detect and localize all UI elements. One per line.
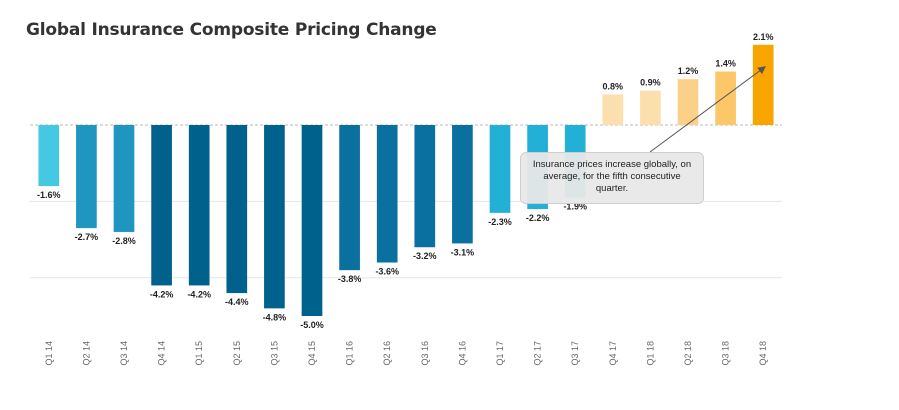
bar-value-label: -5.0% — [300, 320, 324, 330]
x-tick-label: Q1 18 — [645, 341, 655, 366]
bar-q3-14 — [113, 125, 135, 232]
bar-q3-15 — [264, 125, 285, 309]
bar-q2-18 — [677, 79, 699, 125]
bar-q2-15 — [226, 125, 248, 294]
x-tick-label: Q4 16 — [457, 341, 467, 366]
bar-value-label: -4.2% — [187, 289, 211, 299]
x-tick-label: Q2 17 — [533, 341, 543, 366]
x-tick-label: Q4 18 — [758, 341, 768, 366]
bar-labels: -1.6% -2.7% -2.8% -4.2% -4.2% -4.4% -4.8% -5.0%… — [37, 32, 773, 330]
bar-value-label: 2.1% — [753, 32, 774, 42]
bar-q1-17 — [489, 125, 511, 213]
bar-q1-14 — [38, 125, 60, 187]
bar-value-label: -4.8% — [263, 312, 287, 322]
x-tick-label: Q4 15 — [307, 341, 317, 366]
x-tick-label: Q2 15 — [232, 341, 242, 366]
chart-title: Global Insurance Composite Pricing Chang… — [26, 20, 437, 40]
x-tick-label: Q3 15 — [269, 341, 279, 366]
bar-q3-18 — [715, 71, 736, 125]
x-tick-labels: Q1 14 Q2 14 Q3 14 Q4 14 Q1 15 Q2 15 Q3 15 Q4 15… — [44, 341, 768, 366]
bar-q4-14 — [151, 125, 172, 286]
bar-value-label: -1.6% — [37, 190, 61, 200]
bar-q4-18 — [752, 44, 774, 125]
x-tick-label: Q1 16 — [345, 341, 355, 366]
x-tick-label: Q4 17 — [608, 341, 618, 366]
x-tick-label: Q4 14 — [157, 341, 167, 366]
annotation-callout: Insurance prices increase globally, on a… — [520, 152, 704, 204]
x-tick-label: Q2 18 — [683, 341, 693, 366]
bar-value-label: -2.3% — [488, 217, 512, 227]
bar-value-label: -3.2% — [413, 251, 437, 261]
x-tick-label: Q2 14 — [81, 341, 91, 366]
bar-value-label: -2.7% — [75, 232, 99, 242]
bar-q3-16 — [414, 125, 436, 248]
bar-q1-15 — [188, 125, 210, 286]
bar-value-label: 1.4% — [715, 59, 736, 69]
x-tick-label: Q3 14 — [119, 341, 129, 366]
bar-value-label: -4.4% — [225, 297, 249, 307]
x-tick-label: Q1 17 — [495, 341, 505, 366]
x-tick-label: Q2 16 — [382, 341, 392, 366]
bars — [38, 44, 774, 316]
annotation-arrow — [649, 66, 767, 153]
bar-value-label: -3.8% — [338, 274, 362, 284]
bar-value-label: -2.8% — [112, 236, 136, 246]
x-tick-label: Q1 15 — [194, 341, 204, 366]
bar-q1-18 — [640, 90, 661, 125]
x-tick-label: Q1 14 — [44, 341, 54, 366]
bar-value-label: 0.9% — [640, 78, 661, 88]
bar-value-label: -2.2% — [526, 213, 550, 223]
bar-q4-15 — [301, 125, 323, 316]
x-tick-label: Q3 16 — [420, 341, 430, 366]
bar-q4-17 — [602, 94, 624, 125]
bar-value-label: -1.9% — [563, 202, 587, 212]
bar-q1-16 — [339, 125, 360, 271]
bar-value-label: 0.8% — [603, 81, 624, 91]
bar-value-label: -3.1% — [451, 247, 475, 257]
bar-q4-16 — [452, 125, 473, 244]
bar-value-label: -4.2% — [150, 289, 174, 299]
bar-q2-16 — [376, 125, 398, 263]
bar-value-label: -3.6% — [375, 267, 399, 277]
bar-q2-14 — [76, 125, 97, 229]
x-tick-label: Q3 17 — [570, 341, 580, 366]
x-tick-label: Q3 18 — [721, 341, 731, 366]
bar-value-label: 1.2% — [678, 66, 699, 76]
